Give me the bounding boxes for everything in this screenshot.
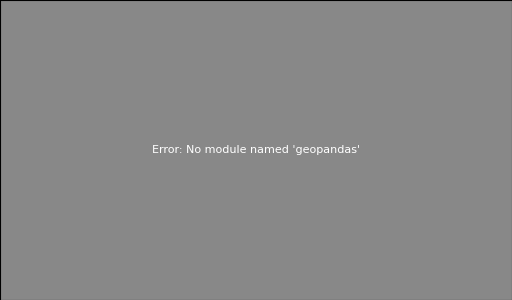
Text: Error: No module named 'geopandas': Error: No module named 'geopandas': [152, 145, 360, 155]
